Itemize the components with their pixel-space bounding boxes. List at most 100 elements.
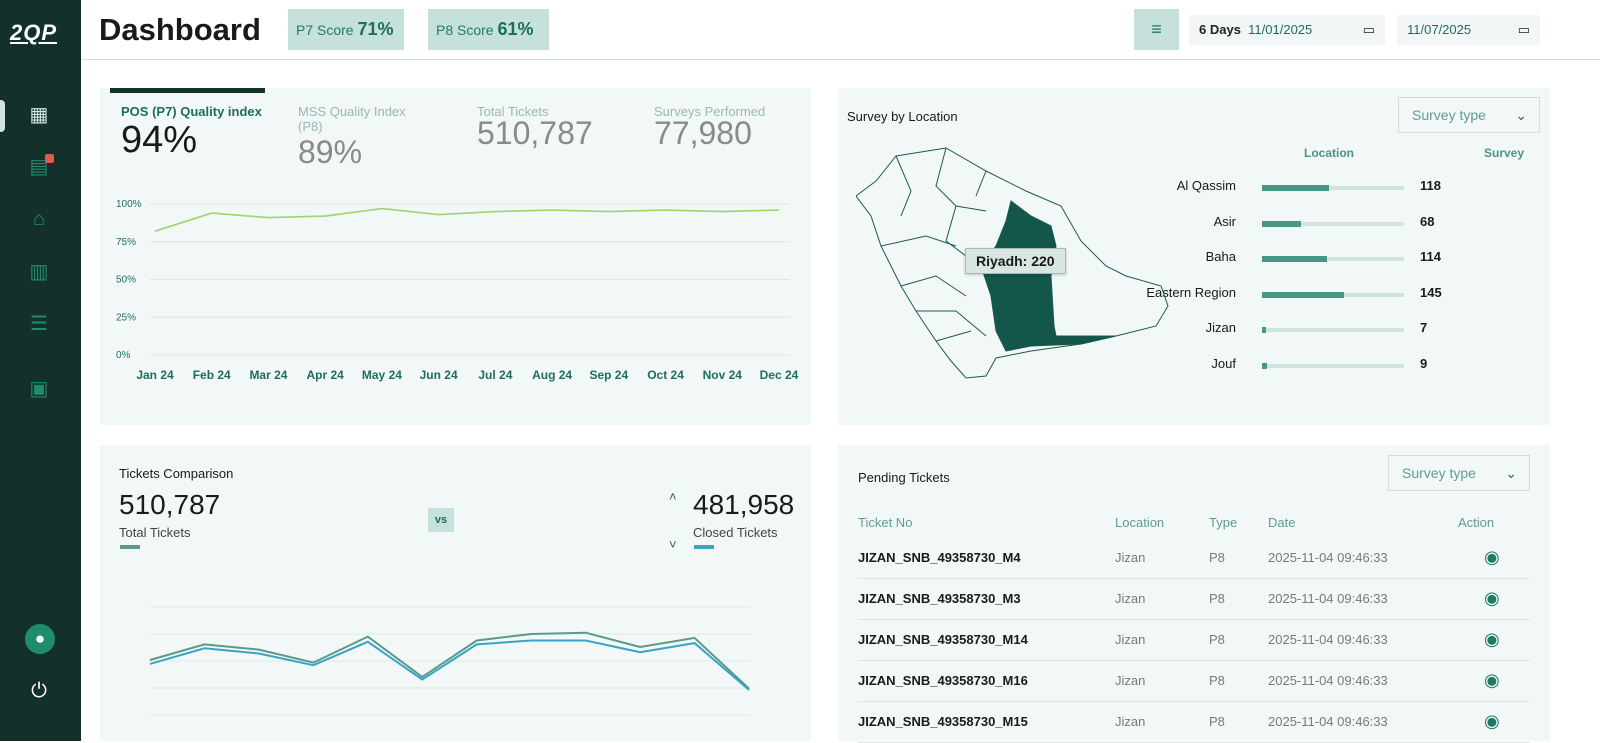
p7-score-badge: P7 Score 71% [288, 9, 404, 50]
tickets-comparison-chart [149, 606, 750, 716]
survey-type-dropdown[interactable]: Survey type ⌄ [1398, 97, 1540, 133]
store-icon[interactable]: ⌂ [32, 208, 46, 230]
sidebar: 2QP ▦ ▤ ⌂ ▥ ☰ ▣ ● ⏻ [0, 0, 81, 741]
card-title: Tickets Comparison [119, 466, 234, 481]
progress-fill [1262, 185, 1330, 191]
location-row: Asir 68 [1138, 214, 1538, 234]
dashboard-icon[interactable]: ▦ [29, 104, 49, 126]
total-tickets-value: 510,787 [119, 489, 221, 520]
column-header: Type [1209, 514, 1238, 530]
progress-fill [1262, 291, 1345, 298]
view-eye-icon[interactable]: ◉ [1458, 578, 1530, 620]
location-name: Baha [1205, 249, 1236, 264]
location-name: Asir [1213, 213, 1236, 229]
header: Dashboard P7 Score 71% P8 Score 61% ≡ 6 … [81, 0, 1600, 60]
survey-count: 145 [1420, 284, 1442, 300]
progress-fill [1262, 362, 1268, 369]
list-icon[interactable]: ☰ [30, 313, 48, 335]
quality-line-chart: 0% 25% 50% 75% 100% Jan 24 Feb 24 Mar 24 Apr 24 M… [116, 199, 799, 382]
notification-badge [45, 154, 54, 163]
ticket-no: JIZAN_SNB_49358730_M15 [858, 701, 1115, 743]
y-tick-label: 0% [116, 350, 131, 361]
location: Jizan [1115, 578, 1209, 620]
chevron-up-icon[interactable]: ˄ [669, 489, 677, 504]
building-icon[interactable]: ▥ [29, 261, 49, 283]
column-header: Action [1458, 514, 1495, 530]
logo: 2QP [10, 20, 58, 45]
page-title: Dashboard [99, 12, 261, 47]
user-avatar-icon[interactable]: ● [25, 624, 55, 654]
table-row: JIZAN_SNB_49358730_M15 Jizan P8 2025-11-04 … [858, 701, 1530, 743]
y-tick-label: 25% [116, 312, 136, 323]
filter-button[interactable]: ≡ [1134, 9, 1179, 50]
survey-count: 9 [1420, 355, 1428, 371]
chevron-down-icon: ⌄ [1515, 107, 1527, 123]
ticket-icon[interactable]: ▤ [26, 154, 54, 178]
location-name: Al Qassim [1176, 178, 1236, 193]
survey-card: Survey by Location Survey type ⌄ Location… [838, 88, 1550, 425]
kpi-surveys: Surveys Performed 77,980 [654, 104, 766, 151]
tickets-comparison-card: Tickets Comparison 510,787 Total Tickets… [100, 445, 811, 741]
power-icon[interactable]: ⏻ [31, 680, 47, 702]
card-title: Survey by Location [847, 109, 958, 124]
view-eye-icon[interactable]: ◉ [1458, 619, 1530, 661]
survey-count: 68 [1420, 213, 1435, 229]
clipboard-icon[interactable]: ▣ [29, 378, 49, 400]
date: 2025-11-04 09:46:33 [1268, 660, 1458, 702]
ticket-no: JIZAN_SNB_49358730_M4 [858, 537, 1115, 579]
chevron-down-icon[interactable]: ˅ [669, 537, 677, 552]
location: Jizan [1115, 537, 1209, 579]
y-tick-label: 50% [116, 275, 136, 286]
calendar-icon: ▭ [1362, 22, 1375, 37]
legend-swatch-total [120, 545, 140, 549]
survey-count: 118 [1420, 178, 1441, 193]
kpi-p7: POS (P7) Quality index 94% [121, 104, 262, 161]
location: Jizan [1115, 660, 1209, 702]
column-header: Location [1115, 514, 1165, 530]
type: P8 [1209, 701, 1268, 743]
total-tickets-label: Total Tickets [119, 525, 191, 540]
progress-fill [1262, 256, 1327, 262]
location-name: Jizan [1205, 320, 1236, 335]
type: P8 [1209, 578, 1268, 620]
progress-track [1262, 220, 1404, 227]
chevron-down-icon: ⌄ [1505, 465, 1517, 481]
progress-track [1262, 291, 1404, 298]
series-line [154, 207, 780, 232]
column-header-survey: Survey [1484, 146, 1525, 160]
view-eye-icon[interactable]: ◉ [1458, 660, 1530, 702]
x-tick-label: Oct 24 [647, 368, 684, 382]
active-tab-indicator [110, 88, 265, 93]
x-tick-label: Jun 24 [420, 368, 458, 382]
view-eye-icon[interactable]: ◉ [1458, 537, 1530, 579]
date: 2025-11-04 09:46:33 [1268, 578, 1458, 620]
x-tick-label: May 24 [362, 368, 402, 382]
table-row: JIZAN_SNB_49358730_M14 Jizan P8 2025-11-04 … [858, 619, 1530, 661]
ticket-no: JIZAN_SNB_49358730_M16 [858, 660, 1115, 702]
x-tick-label: Aug 24 [532, 368, 572, 382]
column-header: Ticket No [858, 514, 913, 530]
card-title: Pending Tickets [858, 470, 950, 485]
ticket-no: JIZAN_SNB_49358730_M14 [858, 619, 1115, 661]
vs-badge: vs [428, 508, 454, 532]
location-row: Jizan 7 [1138, 320, 1538, 340]
location-name: Jouf [1211, 355, 1236, 371]
y-tick-label: 100% [116, 199, 142, 210]
location-row: Jouf 9 [1138, 356, 1538, 376]
x-tick-label: Dec 24 [760, 368, 799, 382]
series-line-closed-tickets [149, 639, 750, 691]
progress-track [1262, 362, 1404, 369]
survey-type-dropdown[interactable]: Survey type ⌄ [1388, 455, 1530, 491]
view-eye-icon[interactable]: ◉ [1458, 701, 1530, 743]
location: Jizan [1115, 619, 1209, 661]
type: P8 [1209, 660, 1268, 702]
date-from-input[interactable]: 6 Days 11/01/2025 ▭ [1189, 15, 1385, 45]
progress-fill [1262, 327, 1266, 333]
date-to-input[interactable]: 11/07/2025 ▭ [1397, 15, 1540, 45]
ticket-no: JIZAN_SNB_49358730_M3 [858, 578, 1115, 620]
p8-score-badge: P8 Score 61% [428, 9, 549, 50]
column-header-location: Location [1304, 146, 1354, 160]
legend-swatch-closed [694, 545, 714, 549]
pending-tickets-table: Ticket No Location Type Date Action JIZA… [858, 507, 1530, 743]
progress-fill [1262, 220, 1301, 227]
